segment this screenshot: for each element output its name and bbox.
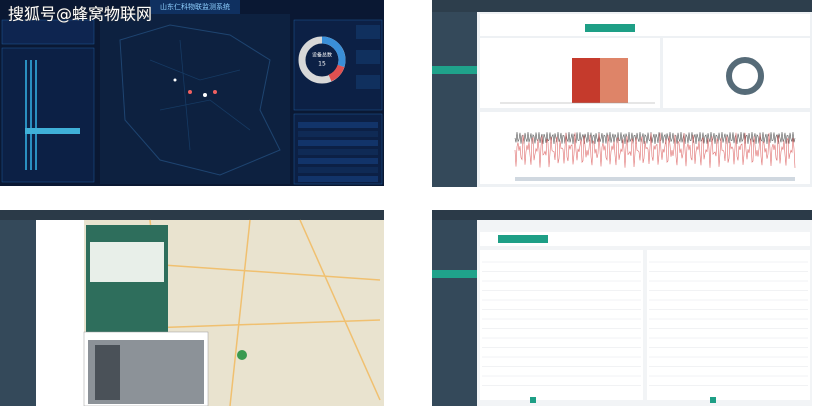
dashboard-title: 山东仁科物联监测系统	[160, 2, 230, 11]
scroll-bar	[515, 177, 795, 181]
donut-card	[663, 38, 810, 108]
bar-panel	[1, 47, 95, 183]
row-line	[298, 140, 378, 146]
weather-box	[1, 19, 95, 45]
bar-panel-bars	[25, 60, 80, 170]
sidebar	[0, 220, 36, 406]
row-line	[298, 167, 378, 173]
pager	[710, 397, 716, 403]
donut-label: 设备总数	[312, 52, 332, 59]
stat-box	[356, 75, 380, 89]
top-bar	[0, 210, 384, 220]
stat-box	[356, 25, 380, 39]
map-markers	[173, 78, 217, 97]
filter-buttons	[498, 235, 548, 243]
row-line	[298, 122, 378, 128]
table-rows	[482, 261, 808, 386]
filter-bar	[480, 232, 810, 246]
sidebar-active	[432, 66, 477, 74]
line	[514, 131, 796, 145]
watermark: 搜狐号@蜂窝物联网	[8, 5, 152, 24]
row-line	[298, 131, 378, 137]
donut-segment	[321, 36, 346, 68]
filter-buttons	[585, 24, 635, 32]
pager	[530, 397, 536, 403]
sidebar	[432, 12, 477, 187]
row-line	[298, 176, 378, 182]
row-line	[298, 158, 378, 164]
analysis-screenshot	[432, 0, 812, 187]
top-bar	[432, 0, 812, 12]
donut-value: 15	[318, 61, 326, 68]
sidebar-active	[432, 270, 477, 278]
info-grid	[90, 242, 164, 282]
bar-chart-card	[480, 38, 660, 108]
filter-bar	[480, 14, 810, 36]
sidebar	[432, 220, 477, 406]
map-marker	[237, 350, 247, 360]
top-bar	[432, 210, 812, 220]
bar	[600, 58, 628, 103]
row-line	[298, 149, 378, 155]
building	[95, 345, 120, 400]
map-area	[100, 14, 290, 184]
map-screenshot	[0, 210, 384, 406]
table-right	[647, 250, 810, 400]
table-screenshot	[432, 210, 812, 406]
bar	[572, 58, 600, 103]
map-border	[119, 24, 281, 176]
donut-segment	[328, 64, 345, 82]
dashboard-screenshot: 山东仁科物联监测系统 设备总数 15	[0, 0, 384, 186]
device-tree	[36, 220, 84, 406]
map-lines	[149, 39, 251, 151]
donut	[726, 57, 764, 95]
line	[514, 132, 796, 168]
stat-box	[356, 50, 380, 64]
table-left	[480, 250, 643, 400]
title-bar	[150, 0, 240, 14]
device-rows	[298, 122, 378, 182]
